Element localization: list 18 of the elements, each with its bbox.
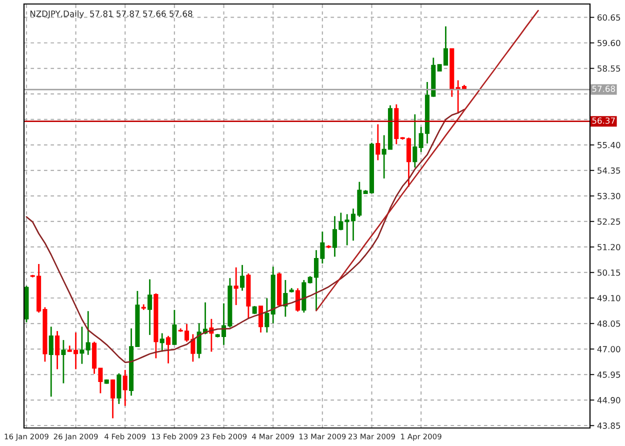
y-tick-label: 58.55 xyxy=(598,65,620,72)
y-tick-label: 60.65 xyxy=(598,14,620,21)
y-tick-label: 45.95 xyxy=(597,372,620,378)
y-tick-label: 43.85 xyxy=(597,422,620,429)
y-tick-label: 48.05 xyxy=(597,320,620,327)
ref-line-label: 56.37 xyxy=(592,117,615,124)
y-tick-label: 50.15 xyxy=(598,269,620,276)
y-tick-label: 52.25 xyxy=(598,218,620,225)
y-tick-label: 44.90 xyxy=(597,397,620,404)
y-tick-label: 47.00 xyxy=(597,346,620,352)
y-tick-label: 54.35 xyxy=(598,167,620,174)
y-tick-label: 55.40 xyxy=(598,142,620,148)
ref-line-label: 57.68 xyxy=(592,86,615,92)
y-tick-label: 51.20 xyxy=(598,244,620,250)
y-tick-label: 49.10 xyxy=(597,294,620,302)
text: NZDJPY,Daily 57.81 57.87 57.66 57.68 xyxy=(30,10,192,18)
y-tick-label: 53.30 xyxy=(598,192,620,200)
y-tick-label: 59.60 xyxy=(598,40,620,46)
